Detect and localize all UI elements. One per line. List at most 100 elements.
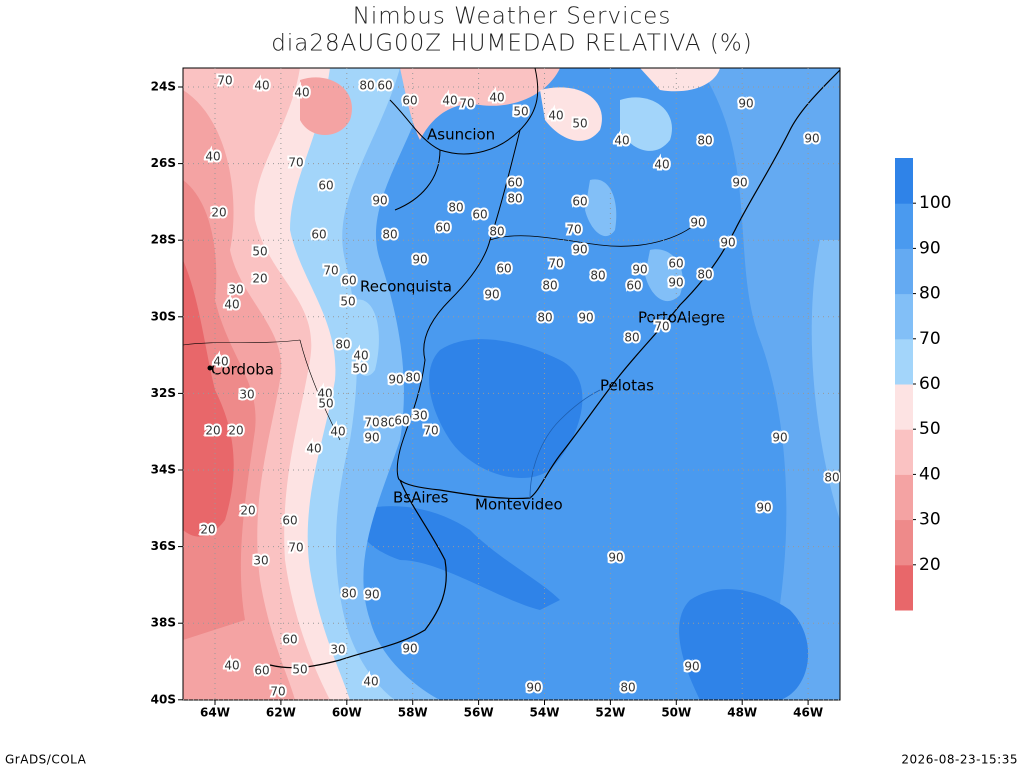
contour-label: 40 bbox=[306, 442, 321, 456]
contour-label: 60 bbox=[402, 94, 417, 108]
colorbar-label: 40 bbox=[919, 464, 941, 484]
contour-label: 20 bbox=[211, 206, 226, 220]
colorbar-label: 60 bbox=[919, 374, 941, 394]
footer-right: 2026-08-23-15:35 bbox=[901, 753, 1018, 767]
contour-label: 70 bbox=[364, 416, 379, 430]
contour-label: 30 bbox=[239, 388, 254, 402]
contour-label: 70 bbox=[323, 264, 338, 278]
lat-label: 24S bbox=[151, 80, 176, 94]
footer-left: GrADS/COLA bbox=[5, 753, 87, 767]
colorbar-swatch bbox=[895, 474, 913, 521]
contour-label: 50 bbox=[352, 362, 367, 376]
lon-label: 48W bbox=[727, 706, 757, 720]
lat-label: 40S bbox=[151, 692, 176, 706]
contour-label: 80 bbox=[542, 279, 557, 293]
contour-label: 70 bbox=[654, 320, 669, 334]
colorbar-swatch bbox=[895, 384, 913, 430]
contour-label: 90 bbox=[756, 501, 771, 515]
contour-label: 40 bbox=[330, 425, 345, 439]
contour-label: 80 bbox=[335, 338, 350, 352]
city-label: Reconquista bbox=[360, 278, 452, 296]
contour-label: 80 bbox=[359, 79, 374, 93]
contour-label: 30 bbox=[253, 554, 268, 568]
contour-label: 20 bbox=[240, 504, 255, 518]
contour-label: 60 bbox=[507, 176, 522, 190]
contour-label: 60 bbox=[435, 221, 450, 235]
contour-label: 50 bbox=[318, 397, 333, 411]
colorbar-swatch bbox=[895, 338, 913, 385]
contour-label: 70 bbox=[270, 685, 285, 699]
colorbar-label: 80 bbox=[919, 284, 941, 304]
city-label: BsAires bbox=[393, 489, 449, 507]
contour-label: 70 bbox=[459, 97, 474, 111]
contour-label: 80 bbox=[341, 587, 356, 601]
colorbar-label: 50 bbox=[919, 419, 941, 439]
contour-label: 30 bbox=[228, 283, 243, 297]
lat-label: 38S bbox=[151, 616, 176, 630]
contour-label: 80 bbox=[590, 269, 605, 283]
colorbar-label: 20 bbox=[919, 555, 941, 575]
contour-label: 90 bbox=[738, 97, 753, 111]
humidity-field bbox=[183, 68, 840, 700]
contour-label: 40 bbox=[224, 298, 239, 312]
contour-label: 40 bbox=[213, 355, 228, 369]
contour-label: 90 bbox=[608, 551, 623, 565]
contour-label: 50 bbox=[292, 663, 307, 677]
contour-label: 90 bbox=[412, 253, 427, 267]
contour-label: 90 bbox=[364, 588, 379, 602]
contour-label: 80 bbox=[380, 416, 395, 430]
contour-label: 40 bbox=[317, 387, 332, 401]
contour-label: 70 bbox=[566, 223, 581, 237]
lon-label: 52W bbox=[595, 706, 625, 720]
colorbar-swatch bbox=[895, 519, 913, 566]
lon-label: 46W bbox=[793, 706, 823, 720]
lat-label: 36S bbox=[151, 539, 176, 553]
lon-label: 50W bbox=[661, 706, 691, 720]
contour-label: 60 bbox=[394, 414, 409, 428]
contour-label: 60 bbox=[496, 262, 511, 276]
contour-label: 90 bbox=[388, 373, 403, 387]
contour-label: 60 bbox=[282, 514, 297, 528]
contour-label: 60 bbox=[668, 257, 683, 271]
colorbar-swatch bbox=[895, 429, 913, 475]
contour-label: 40 bbox=[254, 79, 269, 93]
contour-label: 40 bbox=[489, 91, 504, 105]
contour-label: 80 bbox=[507, 192, 522, 206]
lon-label: 54W bbox=[530, 706, 560, 720]
contour-label: 80 bbox=[620, 681, 635, 695]
contour-label: 40 bbox=[294, 86, 309, 100]
contour-label: 90 bbox=[578, 311, 593, 325]
contour-label: 80 bbox=[489, 225, 504, 239]
contour-label: 90 bbox=[402, 642, 417, 656]
contour-label: 50 bbox=[513, 105, 528, 119]
city-label: Pelotas bbox=[600, 377, 654, 395]
lon-label: 64W bbox=[200, 706, 230, 720]
contour-label: 50 bbox=[252, 245, 267, 259]
contour-label: 80 bbox=[824, 471, 839, 485]
contour-label: 90 bbox=[720, 236, 735, 250]
contour-label: 20 bbox=[200, 523, 215, 537]
contour-label: 40 bbox=[205, 150, 220, 164]
lat-label: 30S bbox=[151, 309, 176, 323]
contour-label: 70 bbox=[288, 156, 303, 170]
contour-label: 90 bbox=[804, 132, 819, 146]
city-label: Asuncion bbox=[427, 126, 495, 144]
contour-label: 50 bbox=[340, 295, 355, 309]
contour-label: 60 bbox=[318, 179, 333, 193]
colorbar-swatch bbox=[895, 203, 913, 249]
contour-label: 70 bbox=[217, 74, 232, 88]
contour-label: 80 bbox=[537, 311, 552, 325]
contour-label: 90 bbox=[732, 176, 747, 190]
contour-label: 40 bbox=[654, 158, 669, 172]
contour-label: 80 bbox=[697, 268, 712, 282]
contour-label: 60 bbox=[254, 664, 269, 678]
lon-label: 56W bbox=[464, 706, 494, 720]
contour-label: 30 bbox=[330, 643, 345, 657]
contour-label: 90 bbox=[372, 194, 387, 208]
city-dot bbox=[207, 365, 213, 371]
colorbar-label: 30 bbox=[919, 510, 941, 530]
contour-label: 70 bbox=[288, 541, 303, 555]
